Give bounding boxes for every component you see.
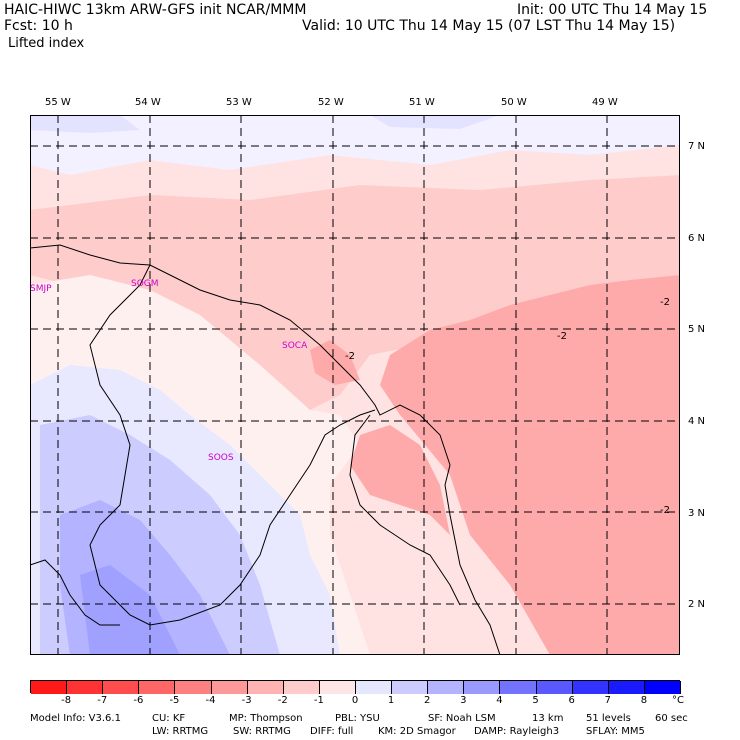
legend-swatch (103, 681, 140, 694)
station-smjp: SMJP (30, 284, 52, 294)
near-zero-band-north (30, 115, 680, 175)
model-info-damp: DAMP: Rayleigh3 (474, 726, 560, 737)
model-info-sflay: SFLAY: MM5 (586, 726, 645, 737)
contour-label: -2 (557, 331, 567, 342)
model-info-cu: CU: KF (152, 713, 186, 724)
legend-tick-label: 0 (351, 695, 359, 706)
field-name: Lifted index (8, 36, 85, 51)
legend-swatch (175, 681, 212, 694)
lat-label: 4 N (688, 416, 706, 427)
legend-tick-label: 1 (387, 695, 395, 706)
lat-label: 6 N (688, 233, 706, 244)
lat-label: 7 N (688, 141, 706, 152)
legend-swatch (211, 681, 248, 694)
minus-one-band (30, 175, 680, 415)
legend-swatch (247, 681, 284, 694)
model-info-version: Model Info: V3.6.1 (30, 713, 121, 724)
model-info-pbl: PBL: YSU (335, 713, 380, 724)
color-legend (30, 680, 681, 694)
init-time: Init: 00 UTC Thu 14 May 15 (517, 2, 708, 18)
contour-label: -2 (345, 351, 355, 362)
valid-time: Valid: 10 UTC Thu 14 May 15 (07 LST Thu … (302, 18, 676, 34)
model-title: HAIC-HIWC 13km ARW-GFS init NCAR/MMM (4, 2, 307, 18)
legend-tick-label: 5 (532, 695, 539, 706)
model-info-res: 13 km (532, 713, 564, 724)
lon-label: 53 W (226, 97, 252, 108)
graticule (30, 115, 680, 655)
station-soos: SOOS (208, 453, 234, 463)
model-info-levels: 51 levels (586, 713, 631, 724)
lon-label: 54 W (135, 97, 161, 108)
contour-label: -2 (660, 297, 670, 308)
legend-tick-label: -4 (205, 695, 216, 706)
border-1 (89, 264, 376, 626)
positive-zone-core (80, 565, 180, 655)
minus-two-patch (310, 340, 360, 385)
border-2 (30, 559, 120, 626)
legend-swatch (139, 681, 176, 694)
legend-swatch (644, 681, 681, 694)
model-info-km: KM: 2D Smagor (378, 726, 456, 737)
lon-label: 49 W (592, 97, 618, 108)
lat-label: 3 N (688, 508, 706, 519)
legend-swatch (31, 681, 68, 694)
legend-tick-label: -3 (241, 695, 252, 706)
lon-label: 51 W (409, 97, 435, 108)
legend-tick-label: -1 (313, 695, 324, 706)
lat-label: 5 N (688, 324, 706, 335)
legend-tick-label: 3 (460, 695, 467, 706)
legend-swatch (500, 681, 537, 694)
legend-swatch (319, 681, 356, 694)
legend-tick-label: 4 (496, 695, 503, 706)
model-info-lw: LW: RRTMG (152, 726, 209, 737)
model-info-dt: 60 sec (655, 713, 688, 724)
legend-swatch (392, 681, 429, 694)
lon-label: 50 W (501, 97, 527, 108)
legend-tick-label: 7 (604, 695, 611, 706)
lon-label: 52 W (318, 97, 344, 108)
legend-swatch (356, 681, 393, 694)
lat-label: 2 N (688, 599, 706, 610)
contour-label: -2 (660, 505, 670, 516)
legend-tick-label: 8 (640, 695, 648, 706)
legend-tick-label: -5 (169, 695, 180, 706)
model-info-sf: SF: Noah LSM (428, 713, 496, 724)
legend-tick-label: -6 (133, 695, 144, 706)
legend-swatch (464, 681, 501, 694)
legend-tick-label: -8 (61, 695, 72, 706)
lifted-index-map (30, 115, 680, 655)
station-sogm: SOGM (131, 279, 159, 289)
legend-swatch (67, 681, 104, 694)
legend-tick-label: 6 (568, 695, 575, 706)
forecast-hour: Fcst: 10 h (4, 18, 73, 34)
map-frame (30, 115, 680, 655)
legend-swatch (536, 681, 573, 694)
station-soca: SOCA (282, 341, 308, 351)
legend-swatch (283, 681, 320, 694)
model-info-sw: SW: RRTMG (233, 726, 291, 737)
model-info-mp: MP: Thompson (229, 713, 303, 724)
minus-two-zone-south (350, 425, 450, 535)
legend-swatch (608, 681, 645, 694)
legend-unit: °C (672, 695, 684, 706)
legend-swatch (428, 681, 465, 694)
legend-tick-label: -2 (277, 695, 288, 706)
coast-inlet (349, 414, 461, 606)
lon-label: 55 W (45, 97, 71, 108)
minus-two-zone (380, 275, 680, 655)
model-info-diff: DIFF: full (310, 726, 354, 737)
positive-band-north (30, 115, 500, 133)
legend-tick-label: -7 (97, 695, 108, 706)
legend-swatch (572, 681, 609, 694)
legend-tick-label: 2 (424, 695, 431, 706)
